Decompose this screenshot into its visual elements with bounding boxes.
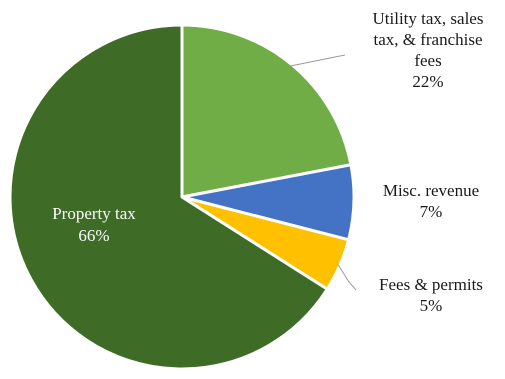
slice-percent-label: 5% [420,296,443,315]
slice-category-label: Fees & permits [379,275,483,294]
pie-slices [8,23,356,371]
slice-percent-label: 7% [420,202,443,221]
slice-category-label: fees [414,51,441,70]
slice-percent-label: 22% [412,72,443,91]
slice-label-4: Property tax 66% [52,204,136,245]
leader-line-3 [337,264,357,291]
slice-category-label: tax, & franchise [373,30,482,49]
slice-category-label: Utility tax, sales [373,9,484,28]
slice-label-3: Fees & permits 5% [379,275,483,315]
slice-category-label: Property tax [52,204,136,223]
slice-label-1: Utility tax, sales tax, & franchise fees 22… [373,9,484,91]
leader-line-1 [290,54,346,67]
leader-lines [290,54,357,291]
pie-slice-4 [8,23,329,371]
slice-labels: Utility tax, sales tax, & franchise fees 22… [52,9,483,315]
pie-slice-1 [180,23,353,199]
slice-label-2: Misc. revenue 7% [383,181,479,221]
slice-percent-label: 66% [78,226,109,245]
slice-category-label: Misc. revenue [383,181,479,200]
